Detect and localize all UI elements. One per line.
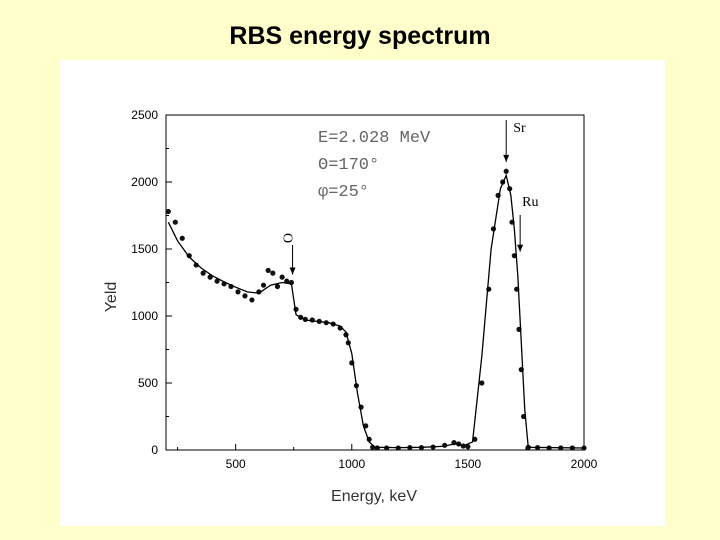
fit-curve xyxy=(167,173,585,449)
param-phi: φ=25° xyxy=(318,183,369,202)
annotation-layer: O Sr Ru xyxy=(282,120,538,275)
annotation-label-ru: Ru xyxy=(522,195,538,210)
data-point xyxy=(165,208,171,215)
data-point xyxy=(270,270,276,276)
y-tick-label: 2500 xyxy=(131,108,158,122)
y-tick-label: 2000 xyxy=(131,175,158,189)
y-tick-label: 500 xyxy=(138,376,158,390)
x-tick-label: 1500 xyxy=(455,457,482,471)
data-point xyxy=(279,274,285,280)
annotation-label-o: O xyxy=(282,233,297,243)
arrowhead-ru xyxy=(517,244,524,252)
arrowhead-sr xyxy=(503,154,510,162)
y-tick-label: 1000 xyxy=(131,309,158,323)
data-point xyxy=(260,282,267,288)
series-layer xyxy=(165,168,587,451)
data-point xyxy=(503,168,509,174)
data-point xyxy=(172,219,178,225)
data-point xyxy=(200,270,206,276)
data-point xyxy=(274,283,281,290)
data-point xyxy=(179,235,185,241)
y-tick-label: 0 xyxy=(151,443,158,457)
x-axis-label: Energy, keV xyxy=(331,488,417,505)
params-box: E=2.028 MeV Θ=170° φ=25° xyxy=(318,129,431,202)
param-energy: E=2.028 MeV xyxy=(318,129,431,148)
data-point xyxy=(465,444,471,450)
slide-title: RBS energy spectrum xyxy=(229,22,491,50)
y-axis-label: Yeld xyxy=(103,282,120,313)
data-point xyxy=(214,278,220,284)
param-theta: Θ=170° xyxy=(318,156,379,175)
x-tick-label: 1000 xyxy=(338,457,365,471)
arrowhead-o xyxy=(289,267,296,275)
data-point xyxy=(242,293,248,299)
data-point xyxy=(235,289,241,295)
rbs-chart: 500 1000 1500 2000 0 500 1000 1500 2000 2500 O Sr R… xyxy=(103,108,598,505)
plot-panel: 500 1000 1500 2000 0 500 1000 1500 2000 2500 O Sr R… xyxy=(60,60,665,526)
y-tick-label: 1500 xyxy=(131,242,158,256)
annotation-label-sr: Sr xyxy=(513,121,526,136)
x-tick-label: 2000 xyxy=(571,457,598,471)
data-point xyxy=(265,267,271,274)
axes: 500 1000 1500 2000 0 500 1000 1500 2000 2500 xyxy=(131,108,597,471)
data-point xyxy=(479,380,485,386)
data-point xyxy=(249,297,255,303)
data-point xyxy=(193,262,199,268)
x-tick-label: 500 xyxy=(226,457,246,471)
